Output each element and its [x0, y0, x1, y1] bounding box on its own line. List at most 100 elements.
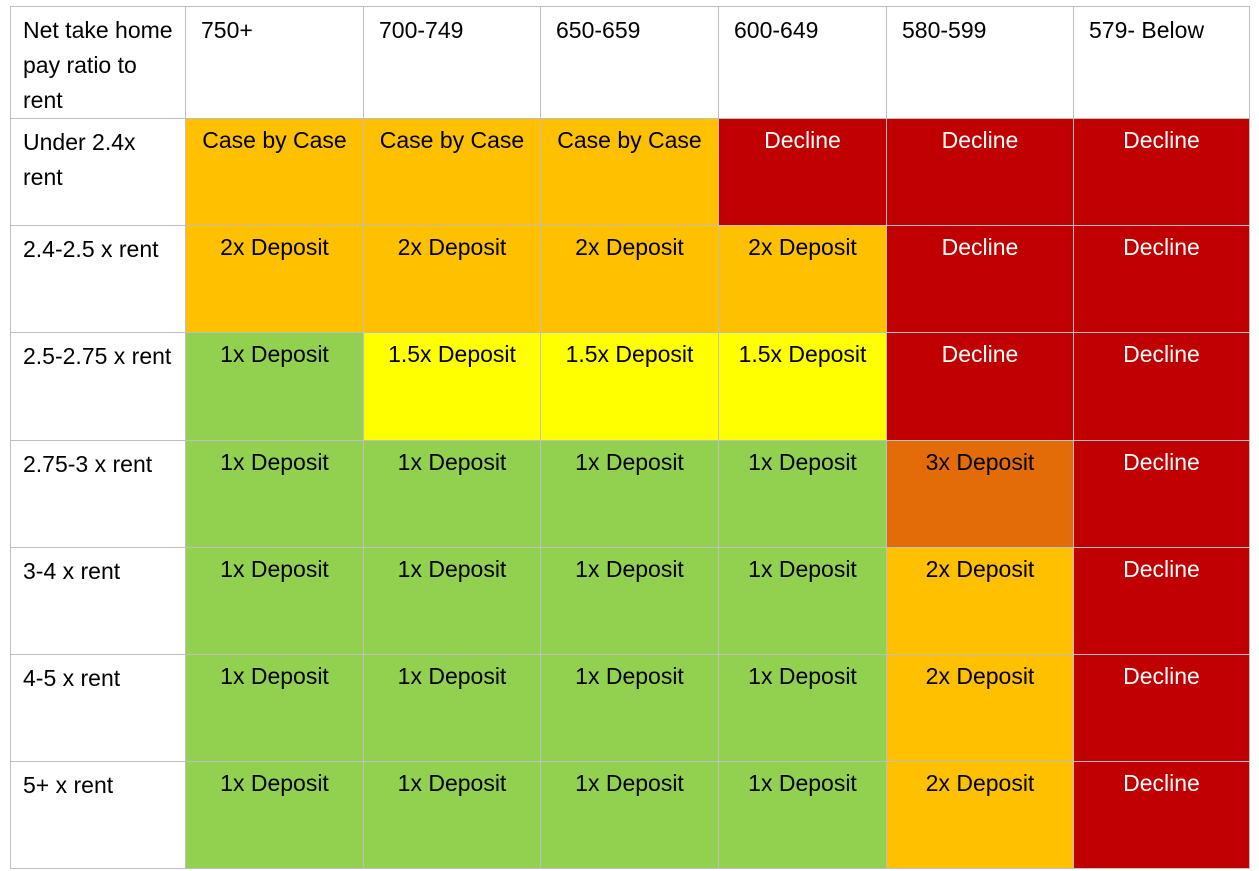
- cell-text: 2x Deposit: [925, 556, 1035, 582]
- column-header: 579- Below: [1073, 6, 1250, 119]
- table-cell: 1x Deposit: [540, 547, 719, 655]
- cell-text: 1x Deposit: [575, 556, 684, 582]
- cell-text: Decline: [941, 127, 1019, 153]
- cell-text: Decline: [1123, 127, 1200, 153]
- cell-text: 1x Deposit: [575, 770, 684, 796]
- cell-text: 1x Deposit: [748, 556, 857, 582]
- row-label: 2.75-3 x rent: [10, 440, 186, 548]
- column-header: 580-599: [886, 6, 1074, 119]
- cell-text: 1x Deposit: [220, 663, 329, 689]
- cell-text: 2x Deposit: [925, 770, 1035, 796]
- cell-text: 1.5x Deposit: [388, 341, 516, 367]
- cell-text: Decline: [1123, 234, 1200, 260]
- row-label: 5+ x rent: [10, 761, 186, 869]
- table-row: 2.4-2.5 x rent 2x Deposit 2x Deposit 2x Dep…: [10, 225, 1250, 333]
- table-cell: 1x Deposit: [363, 654, 541, 762]
- cell-text: 1.5x Deposit: [738, 341, 867, 367]
- column-header: 750+: [185, 6, 364, 119]
- table-cell: 3x Deposit: [886, 440, 1074, 548]
- table-row: 2.5-2.75 x rent 1x Deposit 1.5x Deposit 1.5…: [10, 332, 1250, 441]
- table-cell: 2x Deposit: [185, 225, 364, 333]
- cell-text: 2x Deposit: [748, 234, 857, 260]
- cell-text: Decline: [1123, 663, 1200, 689]
- cell-text: Case by Case: [379, 127, 525, 153]
- column-header: 700-749: [363, 6, 541, 119]
- table-cell: 1x Deposit: [718, 654, 887, 762]
- table-cell: Decline: [1073, 440, 1250, 548]
- table-cell: 2x Deposit: [540, 225, 719, 333]
- table-cell: 1x Deposit: [718, 761, 887, 869]
- row-label: 2.5-2.75 x rent: [10, 332, 186, 441]
- cell-text: 2x Deposit: [220, 234, 329, 260]
- cell-text: 1.5x Deposit: [565, 341, 694, 367]
- table-cell: 1x Deposit: [363, 440, 541, 548]
- table-cell: 1.5x Deposit: [718, 332, 887, 441]
- table-cell: 1x Deposit: [540, 440, 719, 548]
- table-cell: 1x Deposit: [363, 761, 541, 869]
- table-cell: 1x Deposit: [185, 332, 364, 441]
- cell-text: 2x Deposit: [397, 234, 507, 260]
- cell-text: Decline: [1123, 449, 1200, 475]
- cell-text: 1x Deposit: [575, 663, 684, 689]
- cell-text: Decline: [1123, 770, 1200, 796]
- cell-text: 1x Deposit: [220, 556, 329, 582]
- row-label: 4-5 x rent: [10, 654, 186, 762]
- table-cell: 1x Deposit: [540, 761, 719, 869]
- row-label: 2.4-2.5 x rent: [10, 225, 186, 333]
- cell-text: Decline: [941, 341, 1019, 367]
- table-cell: Decline: [1073, 118, 1250, 226]
- table-cell: 1x Deposit: [718, 547, 887, 655]
- cell-text: 1x Deposit: [220, 449, 329, 475]
- cell-text: 1x Deposit: [397, 556, 507, 582]
- cell-text: 1x Deposit: [748, 663, 857, 689]
- table-cell: 1x Deposit: [185, 761, 364, 869]
- row-label: Under 2.4x rent: [10, 118, 186, 226]
- table-cell: 1x Deposit: [540, 654, 719, 762]
- cell-text: 1x Deposit: [220, 341, 329, 367]
- table-cell: Decline: [1073, 225, 1250, 333]
- header-row: Net take home pay ratio to rent 750+ 700…: [10, 6, 1250, 119]
- cell-text: Decline: [764, 127, 841, 153]
- table-row: 4-5 x rent 1x Deposit 1x Deposit 1x Deposit…: [10, 654, 1250, 762]
- cell-text: Decline: [1123, 556, 1200, 582]
- deposit-requirement-table: Net take home pay ratio to rent 750+ 700…: [10, 6, 1250, 869]
- table-cell: 1.5x Deposit: [540, 332, 719, 441]
- table-cell: 1x Deposit: [185, 654, 364, 762]
- cell-text: 2x Deposit: [575, 234, 684, 260]
- cell-text: 1x Deposit: [220, 770, 329, 796]
- cell-text: 2x Deposit: [925, 663, 1035, 689]
- cell-text: Case by Case: [202, 127, 347, 153]
- cell-text: Decline: [941, 234, 1019, 260]
- table-cell: Decline: [886, 225, 1074, 333]
- table-cell: Decline: [1073, 332, 1250, 441]
- table-cell: 1x Deposit: [185, 547, 364, 655]
- corner-header: Net take home pay ratio to rent: [10, 6, 186, 119]
- table-row: 5+ x rent 1x Deposit 1x Deposit 1x Deposit 1…: [10, 761, 1250, 869]
- table-row: 2.75-3 x rent 1x Deposit 1x Deposit 1x Depo…: [10, 440, 1250, 548]
- cell-text: Case by Case: [557, 127, 702, 153]
- table-cell: 2x Deposit: [886, 547, 1074, 655]
- table-cell: 1x Deposit: [185, 440, 364, 548]
- table-cell: 2x Deposit: [363, 225, 541, 333]
- table-cell: 2x Deposit: [886, 654, 1074, 762]
- table-cell: Decline: [1073, 654, 1250, 762]
- row-label: 3-4 x rent: [10, 547, 186, 655]
- table-cell: Case by Case: [540, 118, 719, 226]
- cell-text: 1x Deposit: [397, 449, 507, 475]
- cell-text: 1x Deposit: [575, 449, 684, 475]
- table-cell: 1x Deposit: [718, 440, 887, 548]
- cell-text: 3x Deposit: [925, 449, 1035, 475]
- table-cell: Case by Case: [185, 118, 364, 226]
- table-cell: 2x Deposit: [886, 761, 1074, 869]
- table-row: 3-4 x rent 1x Deposit 1x Deposit 1x Deposit…: [10, 547, 1250, 655]
- table-cell: Decline: [1073, 547, 1250, 655]
- table-row: Under 2.4x rent Case by Case Case by Case C…: [10, 118, 1250, 226]
- table-cell: Decline: [1073, 761, 1250, 869]
- table-cell: Decline: [886, 332, 1074, 441]
- cell-text: Decline: [1123, 341, 1200, 367]
- table-cell: 1x Deposit: [363, 547, 541, 655]
- cell-text: 1x Deposit: [397, 663, 507, 689]
- cell-text: 1x Deposit: [397, 770, 507, 796]
- cell-text: 1x Deposit: [748, 449, 857, 475]
- table-cell: Case by Case: [363, 118, 541, 226]
